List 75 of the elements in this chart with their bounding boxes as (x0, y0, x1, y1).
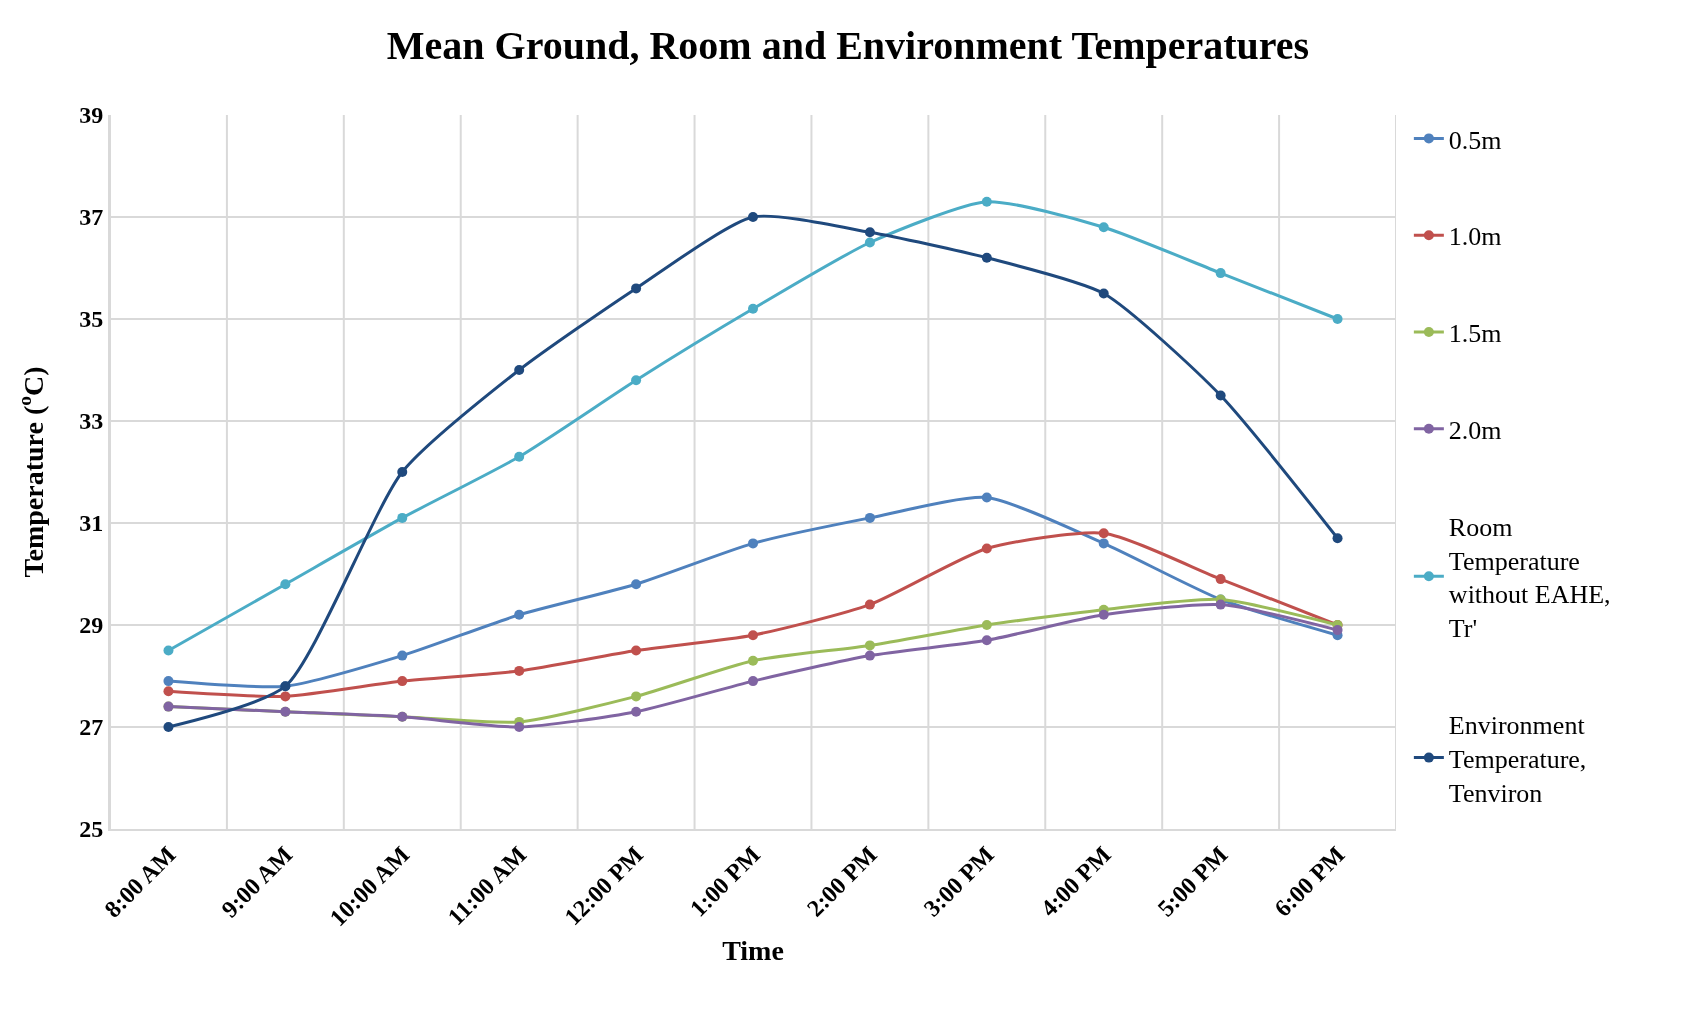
point (748, 303, 758, 314)
point (631, 283, 642, 294)
point (397, 676, 408, 687)
point (981, 635, 992, 646)
point (163, 676, 174, 687)
point (1215, 574, 1226, 585)
y-tick-label: 29 (79, 612, 104, 639)
point (397, 512, 408, 523)
legend-label: 0.5m (1448, 125, 1502, 155)
x-tick-label: 1:00 PM (684, 841, 766, 922)
point (981, 492, 992, 503)
point (864, 650, 875, 661)
x-axis-title: Time (722, 934, 784, 966)
point (514, 609, 525, 620)
legend-label: Room Temperature without EAHE, Tr' (1448, 512, 1611, 644)
point (1098, 528, 1109, 539)
legend-label: Environment Temperature, Tenviron (1448, 710, 1587, 808)
point (748, 655, 758, 666)
point (631, 706, 642, 717)
point (864, 599, 875, 610)
point (1215, 390, 1226, 401)
legend-label: 1.0m (1448, 222, 1502, 252)
point (864, 237, 875, 248)
legend-label: 2.0m (1448, 415, 1502, 445)
point (631, 375, 642, 386)
point (280, 691, 291, 702)
x-tick-label: 6:00 PM (1269, 841, 1350, 922)
x-tick-label: 9:00 AM (216, 841, 298, 923)
y-tick-label: 33 (79, 408, 104, 435)
point (631, 691, 642, 702)
point (1332, 625, 1343, 636)
point (514, 722, 525, 732)
point (514, 365, 525, 375)
y-tick-label: 25 (79, 816, 104, 843)
point (1332, 533, 1343, 544)
point (981, 543, 992, 554)
point (981, 620, 992, 630)
point (163, 722, 174, 732)
point (748, 538, 758, 549)
point (1332, 314, 1343, 324)
point (514, 665, 525, 676)
point (1098, 538, 1109, 549)
point (981, 252, 992, 263)
x-tick-label: 3:00 PM (918, 841, 999, 922)
x-tick-label: 8:00 AM (99, 841, 181, 923)
point (1215, 599, 1226, 610)
y-tick-label: 35 (79, 306, 104, 333)
point (397, 467, 408, 477)
point (748, 676, 758, 687)
point (280, 579, 291, 590)
point (748, 212, 758, 222)
y-tick-label: 39 (79, 102, 104, 129)
point (163, 645, 174, 656)
point (163, 686, 174, 697)
x-tick-label: 4:00 PM (1035, 841, 1116, 922)
chart-title: Mean Ground, Room and Environment Temperatures (386, 22, 1310, 68)
point (397, 650, 408, 661)
y-tick-label: 37 (79, 204, 104, 231)
point (1098, 222, 1109, 233)
point (1215, 268, 1226, 279)
point (631, 579, 642, 590)
point (981, 196, 992, 207)
point (1098, 609, 1109, 620)
point (514, 451, 525, 462)
y-tick-label: 27 (79, 714, 104, 741)
point (1098, 288, 1109, 299)
y-tick-label: 31 (79, 510, 104, 537)
point (631, 645, 642, 656)
x-tick-label: 5:00 PM (1152, 841, 1233, 922)
point (864, 512, 875, 523)
point (748, 630, 758, 641)
legend-label: 1.5m (1448, 319, 1502, 349)
point (864, 640, 875, 651)
point (864, 227, 875, 238)
x-tick-label: 2:00 PM (801, 841, 882, 922)
